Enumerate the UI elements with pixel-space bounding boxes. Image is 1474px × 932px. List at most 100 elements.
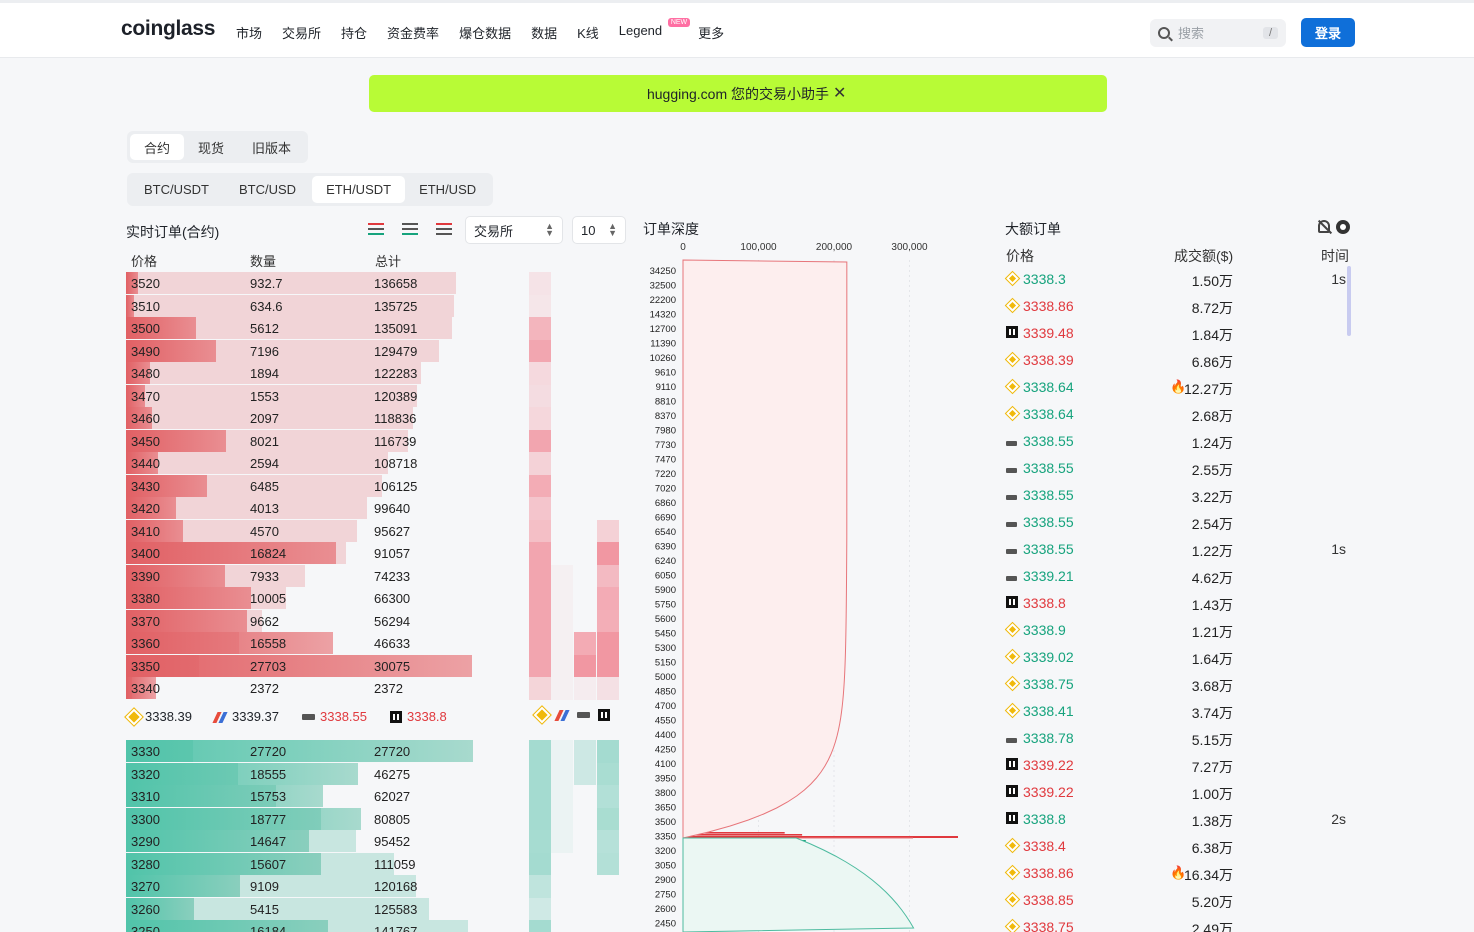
big-order-row[interactable]: 3338.55 3.22万 xyxy=(1005,482,1350,509)
y-tick-label: 5900 xyxy=(655,585,676,596)
big-order-row[interactable]: 3338.4 6.38万 xyxy=(1004,833,1350,860)
promo-banner[interactable]: hugging.com 您的交易小助手 ✕ xyxy=(369,75,1107,112)
bid-row[interactable]: 3260 5415 125583 xyxy=(126,897,476,920)
gear-icon[interactable] xyxy=(1336,220,1350,234)
bid-price: 3310 xyxy=(131,789,160,804)
big-order-row[interactable]: 3338.55 1.22万 1s xyxy=(1005,536,1350,563)
ask-row[interactable]: 3350 27703 30075 xyxy=(126,654,476,677)
ask-row[interactable]: 3440 2594 108718 xyxy=(126,452,476,474)
ask-row[interactable]: 3470 1553 120389 xyxy=(126,384,476,407)
nav-open-interest[interactable]: 持仓 xyxy=(341,26,368,41)
ask-row[interactable]: 3450 8021 116739 xyxy=(126,429,476,452)
exchange-select[interactable]: 交易所 ▲ ▼ xyxy=(465,216,563,244)
y-tick-label: 14320 xyxy=(650,310,676,321)
nav-legend[interactable]: Legend NEW xyxy=(619,18,691,42)
view-bids-icon[interactable] xyxy=(398,221,422,239)
scrollbar[interactable] xyxy=(1347,266,1351,336)
ask-row[interactable]: 3430 6485 106125 xyxy=(126,474,476,497)
big-order-row[interactable]: 3339.22 7.27万 xyxy=(1005,752,1350,779)
bid-row[interactable]: 3310 15753 62027 xyxy=(126,785,476,807)
big-order-row[interactable]: 3338.86 🔥 16.34万 xyxy=(1004,860,1350,887)
nav-data[interactable]: 数据 xyxy=(531,26,558,41)
big-order-row[interactable]: 3338.3 1.50万 1s xyxy=(1004,266,1350,293)
big-order-row[interactable]: 3339.22 1.00万 xyxy=(1005,779,1350,806)
bid-row[interactable]: 3320 18555 46275 xyxy=(126,762,476,785)
bid-row[interactable]: 3290 14647 95452 xyxy=(126,830,476,852)
view-both-icon[interactable] xyxy=(364,221,388,239)
big-order-row[interactable]: 3339.48 1.84万 xyxy=(1005,320,1350,347)
close-icon[interactable]: ✕ xyxy=(833,85,847,102)
tab-eth-usd[interactable]: ETH/USD xyxy=(419,182,477,197)
big-order-row[interactable]: 3338.9 1.21万 xyxy=(1004,617,1350,644)
ask-row[interactable]: 3380 10005 66300 xyxy=(126,587,476,609)
nav-kline[interactable]: K线 xyxy=(577,26,599,41)
tab-spot[interactable]: 现货 xyxy=(198,140,225,156)
nav-liquidations[interactable]: 爆仓数据 xyxy=(459,26,512,41)
login-button[interactable]: 登录 xyxy=(1301,18,1355,47)
big-order-row[interactable]: 3338.86 8.72万 xyxy=(1004,293,1350,320)
ask-row[interactable]: 3480 1894 122283 xyxy=(126,362,476,384)
search-input[interactable] xyxy=(1178,25,1258,41)
ask-row[interactable]: 3400 16824 91057 xyxy=(126,542,476,564)
ask-row[interactable]: 3420 4013 99640 xyxy=(126,497,476,519)
bid-row[interactable]: 3270 9109 120168 xyxy=(126,875,476,897)
ask-qty: 2097 xyxy=(250,411,279,426)
bid-row[interactable]: 3280 15607 111059 xyxy=(126,852,476,875)
big-order-row[interactable]: 3338.55 2.55万 xyxy=(1005,455,1350,482)
big-order-row[interactable]: 3338.64 🔥 12.27万 xyxy=(1004,374,1350,401)
tab-eth-usdt[interactable]: ETH/USDT xyxy=(312,176,406,203)
bid-row[interactable]: 3300 18777 80805 xyxy=(126,807,476,830)
bell-off-icon[interactable] xyxy=(1318,220,1330,233)
main-nav: 市场 交易所 持仓 资金费率 爆仓数据 数据 K线 Legend NEW 更多 xyxy=(236,18,744,42)
ask-row[interactable]: 3490 7196 129479 xyxy=(126,339,476,362)
big-order-row[interactable]: 3338.55 1.24万 xyxy=(1005,428,1350,455)
depth-select[interactable]: 10 ▲ ▼ xyxy=(572,216,626,244)
ask-row[interactable]: 3390 7933 74233 xyxy=(126,564,476,587)
nav-funding-rate[interactable]: 资金费率 xyxy=(387,26,440,41)
big-order-row[interactable]: 3338.39 6.86万 xyxy=(1004,347,1350,374)
tab-legacy[interactable]: 旧版本 xyxy=(252,140,292,156)
big-order-row[interactable]: 3338.8 1.43万 xyxy=(1005,590,1350,617)
big-order-row[interactable]: 3338.41 3.74万 xyxy=(1004,698,1350,725)
ask-row[interactable]: 3360 16558 46633 xyxy=(126,632,476,654)
tab-btc-usd[interactable]: BTC/USD xyxy=(239,182,297,197)
big-order-row[interactable]: 3338.64 2.68万 xyxy=(1004,401,1350,428)
big-order-row[interactable]: 3338.75 3.68万 xyxy=(1004,671,1350,698)
bid-total: 111059 xyxy=(374,856,416,872)
bid-row[interactable]: 3330 27720 27720 xyxy=(126,740,476,762)
heat-cell xyxy=(574,740,596,763)
y-tick-label: 3650 xyxy=(655,803,676,814)
orderbook-view-icons xyxy=(364,221,456,239)
bybit-icon xyxy=(1006,468,1017,473)
tab-futures[interactable]: 合约 xyxy=(130,134,185,160)
big-order-row[interactable]: 3338.75 2.49万 xyxy=(1004,914,1350,932)
big-order-row[interactable]: 3338.85 5.20万 xyxy=(1004,887,1350,914)
bid-row[interactable]: 3250 16184 141767 xyxy=(126,920,476,932)
ask-row[interactable]: 3410 4570 95627 xyxy=(126,519,476,542)
heat-cell xyxy=(597,677,619,700)
ask-row[interactable]: 3510 634.6 135725 xyxy=(126,294,476,317)
big-order-row[interactable]: 3338.8 1.38万 2s xyxy=(1005,806,1350,833)
big-order-row[interactable]: 3338.55 2.54万 xyxy=(1005,509,1350,536)
ask-row[interactable]: 3500 5612 135091 xyxy=(126,317,476,339)
ask-total-bar xyxy=(126,452,389,474)
okx-icon xyxy=(1006,811,1018,827)
heat-cell xyxy=(597,807,619,830)
search-box[interactable]: / xyxy=(1150,19,1286,47)
big-order-amount: 4.62万 xyxy=(1191,570,1233,586)
nav-more[interactable]: 更多 xyxy=(698,26,725,41)
ask-row[interactable]: 3370 9662 56294 xyxy=(126,609,476,632)
big-order-row[interactable]: 3339.21 4.62万 xyxy=(1005,563,1350,590)
ask-total: 118836 xyxy=(374,411,417,426)
tab-btc-usdt[interactable]: BTC/USDT xyxy=(144,182,209,197)
logo[interactable]: coinglass xyxy=(121,17,216,40)
ask-row[interactable]: 3520 932.7 136658 xyxy=(126,272,476,294)
view-asks-icon[interactable] xyxy=(432,221,456,239)
ask-row[interactable]: 3460 2097 118836 xyxy=(126,407,476,429)
nav-market[interactable]: 市场 xyxy=(236,26,263,41)
big-order-row[interactable]: 3339.02 1.64万 xyxy=(1004,644,1350,671)
big-order-row[interactable]: 3338.78 5.15万 xyxy=(1005,725,1350,752)
ask-row[interactable]: 3340 2372 2372 xyxy=(126,677,476,699)
nav-exchanges[interactable]: 交易所 xyxy=(282,26,322,41)
